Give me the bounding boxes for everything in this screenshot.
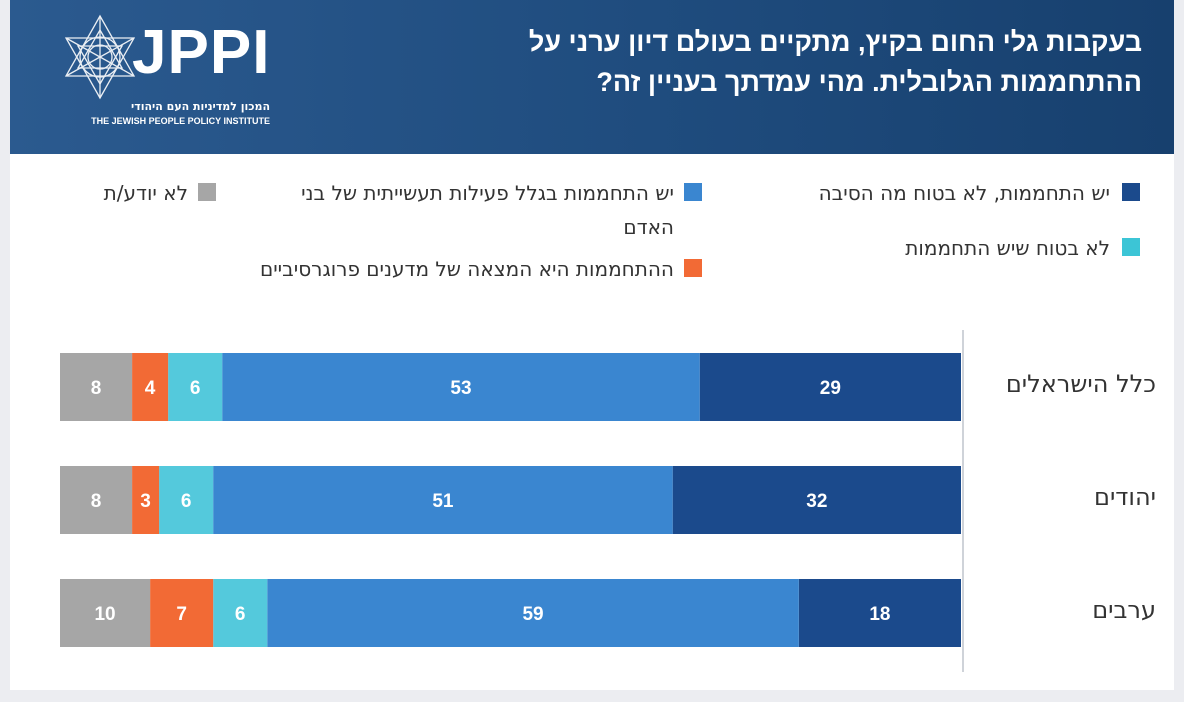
stacked-bar-chart: 29 53 6 4 8 32 51 6 3 8 18 59 6 7 10 (60, 353, 961, 647)
legend-label-warming-unsure-reason: יש התחממות, לא בטוח מה הסיבה (818, 181, 1110, 205)
legend-swatch-dont-know (198, 183, 216, 201)
bar-segment (159, 466, 214, 534)
bar-segment (60, 466, 133, 534)
bar-value-label: 32 (806, 491, 827, 512)
legend-swatch-human-activity (684, 183, 702, 201)
bar-segment (168, 353, 223, 421)
bar-segment (213, 579, 268, 647)
bar-value-label: 53 (450, 378, 471, 399)
bar-segment (267, 579, 799, 647)
logo-wordmark: JPPI (132, 18, 271, 87)
jppi-logo: JPPI המכון למדיניות העם היהודי THE JEWIS… (60, 12, 270, 132)
chart-title: בעקבות גלי החום בקיץ, מתקיים בעולם דיון … (528, 27, 1142, 97)
bar-value-label: 8 (91, 378, 102, 399)
legend-swatch-warming-unsure-reason (1122, 183, 1140, 201)
bar-segment (132, 466, 160, 534)
bar-value-label: 18 (869, 604, 890, 625)
legend-label-not-sure-warming: לא בטוח שיש התחממות (905, 236, 1110, 260)
logo-subtitle-english: THE JEWISH PEOPLE POLICY INSTITUTE (91, 116, 270, 126)
bar-value-label: 29 (820, 378, 841, 399)
category-label-all-israelis: כלל הישראלים (1005, 370, 1156, 398)
bar-segment (132, 353, 169, 421)
legend-swatch-not-sure-warming (1122, 238, 1140, 256)
legend-label-progressive-invention: ההתחממות היא המצאה של מדענים פרוגרסיביים (259, 257, 674, 281)
bar-value-label: 4 (145, 378, 156, 399)
bar-value-label: 3 (140, 491, 151, 512)
legend-swatch-progressive-invention (684, 259, 702, 277)
bar-value-label: 59 (522, 604, 543, 625)
category-label-jews: יהודים (1094, 483, 1156, 511)
legend-label-dont-know: לא יודע/ת (103, 181, 188, 205)
bar-value-label: 6 (235, 604, 246, 625)
bar-segment (60, 353, 133, 421)
bar-segment (213, 466, 673, 534)
bar-segment (672, 466, 961, 534)
bar-segment (222, 353, 700, 421)
star-of-david-logo-icon (64, 14, 136, 100)
bar-segment (798, 579, 961, 647)
header-banner: JPPI המכון למדיניות העם היהודי THE JEWIS… (10, 0, 1174, 154)
bar-value-label: 10 (94, 604, 115, 625)
category-label-arabs: ערבים (1092, 596, 1156, 624)
bar-segment (150, 579, 214, 647)
bar-value-label: 7 (176, 604, 187, 625)
bar-value-label: 6 (181, 491, 192, 512)
logo-subtitle-hebrew: המכון למדיניות העם היהודי (131, 100, 270, 113)
bar-value-label: 6 (190, 378, 201, 399)
bar-value-label: 51 (432, 491, 454, 512)
bar-value-label: 8 (91, 491, 102, 512)
bar-segment (60, 579, 151, 647)
legend-label-human-activity: יש התחממות בגלל פעילות תעשייתית של בני ה… (301, 181, 674, 239)
bar-segment (699, 353, 961, 421)
axis-divider (962, 330, 964, 672)
chart-card: JPPI המכון למדיניות העם היהודי THE JEWIS… (10, 0, 1174, 690)
